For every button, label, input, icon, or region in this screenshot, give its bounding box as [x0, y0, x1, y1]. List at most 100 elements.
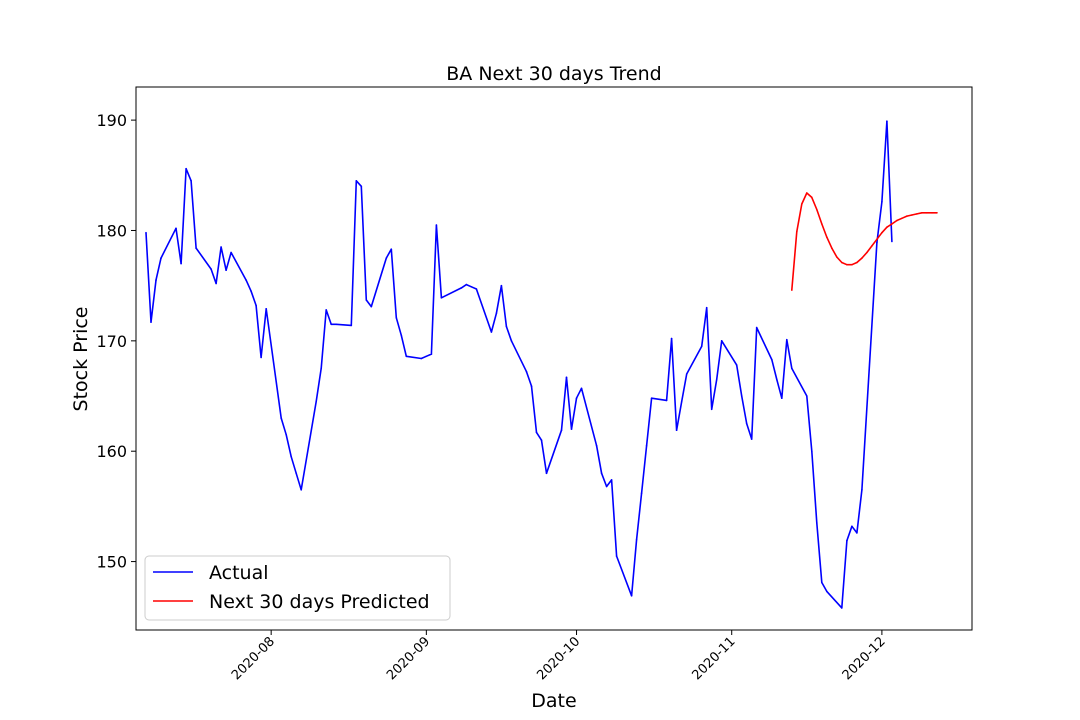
data-point — [490, 331, 493, 333]
data-point — [330, 323, 333, 326]
y-tick-label: 150 — [96, 553, 127, 572]
y-axis-label: Stock Price — [70, 307, 92, 412]
data-point — [665, 399, 668, 402]
data-point — [771, 358, 773, 361]
data-point — [700, 345, 703, 348]
data-point — [565, 376, 568, 379]
chart-title: BA Next 30 days Trend — [446, 63, 661, 85]
data-point — [570, 428, 573, 430]
data-point — [876, 238, 878, 241]
y-axis-ticks: 150 160 170 180 190 — [96, 111, 136, 572]
legend-label-actual: Actual — [209, 562, 269, 584]
data-point — [816, 208, 818, 211]
data-point — [645, 444, 648, 447]
data-point — [821, 223, 823, 225]
data-point — [435, 224, 438, 226]
data-point — [425, 355, 428, 358]
data-point — [635, 538, 638, 541]
series-layer — [145, 120, 938, 609]
data-point — [220, 246, 222, 248]
data-point — [710, 408, 713, 411]
data-point — [791, 367, 793, 370]
data-point — [230, 251, 232, 254]
data-point — [846, 263, 848, 266]
data-point — [215, 282, 217, 285]
data-point — [791, 289, 793, 291]
data-point — [871, 245, 873, 247]
data-point — [806, 192, 808, 194]
data-point — [630, 595, 633, 597]
data-point — [300, 489, 303, 491]
data-point — [640, 492, 643, 494]
plot-area — [135, 86, 973, 631]
series-line-next-30-days-predicted — [791, 192, 937, 291]
data-point — [400, 334, 403, 337]
data-point — [901, 217, 903, 220]
x-tick-label: 2020-09 — [384, 634, 433, 683]
data-point — [355, 180, 358, 182]
data-point — [525, 370, 528, 373]
data-point — [285, 433, 288, 436]
data-point — [365, 299, 368, 301]
y-tick-label: 180 — [96, 221, 127, 240]
data-point — [600, 472, 603, 475]
data-point — [826, 236, 828, 238]
data-point — [816, 522, 818, 524]
data-point — [786, 338, 788, 341]
data-point — [160, 257, 162, 259]
data-point — [385, 257, 388, 259]
y-tick-label: 170 — [96, 332, 127, 351]
data-point — [155, 279, 157, 281]
data-point — [841, 607, 843, 609]
data-point — [250, 290, 252, 293]
data-point — [856, 532, 858, 534]
data-point — [670, 337, 673, 340]
data-point — [755, 326, 758, 329]
data-point — [465, 283, 468, 286]
data-point — [826, 590, 828, 593]
data-point — [245, 279, 247, 281]
data-point — [420, 357, 423, 360]
data-point — [881, 231, 883, 234]
data-point — [675, 429, 678, 432]
data-point — [836, 256, 838, 258]
data-point — [295, 472, 298, 475]
data-point — [811, 450, 813, 453]
data-point — [535, 431, 538, 434]
x-axis-label: Date — [531, 690, 576, 712]
data-point — [395, 316, 398, 319]
data-point — [921, 212, 923, 214]
data-point — [175, 227, 177, 230]
data-point — [560, 429, 563, 432]
data-point — [495, 312, 498, 315]
series-actual — [145, 120, 893, 609]
data-point — [190, 180, 192, 182]
data-point — [831, 247, 833, 249]
data-point — [735, 364, 738, 366]
data-point — [360, 185, 363, 188]
data-point — [370, 305, 373, 308]
data-point — [475, 288, 478, 290]
data-point — [545, 472, 548, 475]
data-point — [210, 268, 212, 270]
y-tick-label: 160 — [96, 442, 127, 461]
data-point — [781, 397, 783, 400]
series-next-30-days-predicted — [791, 192, 938, 291]
data-point — [715, 378, 718, 381]
data-point — [195, 247, 197, 249]
data-point — [806, 395, 808, 397]
data-point — [846, 539, 848, 542]
data-point — [440, 297, 443, 299]
data-point — [595, 444, 598, 447]
data-point — [866, 251, 868, 254]
data-point — [896, 219, 898, 222]
data-point — [851, 263, 853, 266]
legend-label-predicted: Next 30 days Predicted — [209, 591, 430, 613]
data-point — [255, 304, 257, 307]
data-point — [720, 340, 723, 342]
data-point — [881, 201, 883, 203]
data-point — [861, 257, 863, 259]
data-point — [906, 215, 908, 217]
data-point — [886, 120, 888, 122]
